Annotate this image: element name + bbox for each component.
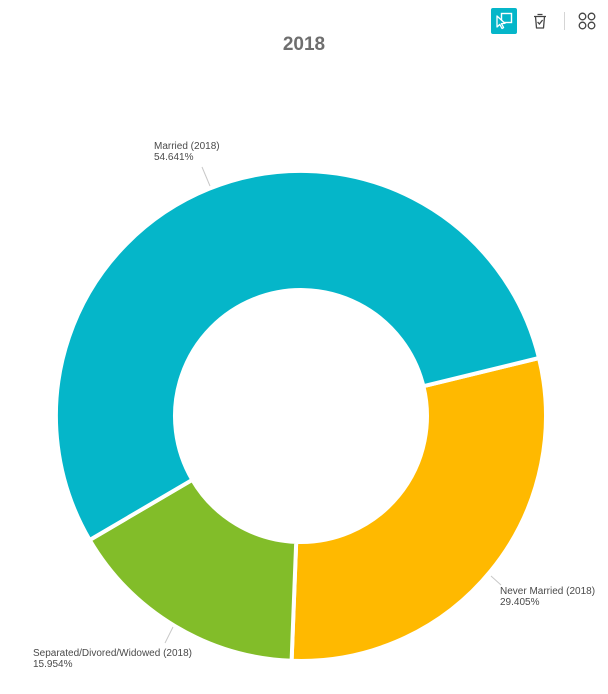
data-label-value: 15.954%: [33, 659, 73, 670]
chart-options-button[interactable]: [574, 8, 600, 34]
leader-line-never-married: [490, 575, 502, 586]
grid-icon: [578, 12, 596, 30]
data-label-separated: Separated/Divored/Widowed (2018) 15.954%: [33, 648, 192, 670]
data-label-value: 29.405%: [500, 597, 540, 608]
toolbar-divider: [564, 12, 565, 30]
chart-toolbar: [491, 7, 600, 35]
data-label-category: Never Married (2018): [500, 586, 596, 597]
select-mode-button[interactable]: [491, 8, 517, 34]
trash-check-icon: [534, 13, 546, 29]
chart-title: 2018: [282, 34, 326, 55]
data-label-category: Separated/Divored/Widowed (2018): [33, 648, 192, 659]
leader-line-married: [201, 166, 211, 187]
slice-never-married[interactable]: [289, 356, 548, 663]
data-label-category: Married (2018): [154, 141, 220, 152]
leader-line-separated: [164, 626, 174, 644]
data-label-married: Married (2018) 54.641%: [154, 141, 220, 163]
slice-separated-divorced-widowed[interactable]: [87, 477, 299, 663]
data-label-never-married: Never Married (2018) 29.405%: [500, 586, 595, 608]
select-icon: [496, 12, 513, 30]
slice-married[interactable]: [53, 168, 541, 542]
clear-selection-button[interactable]: [527, 8, 553, 34]
data-label-value: 54.641%: [154, 152, 194, 163]
